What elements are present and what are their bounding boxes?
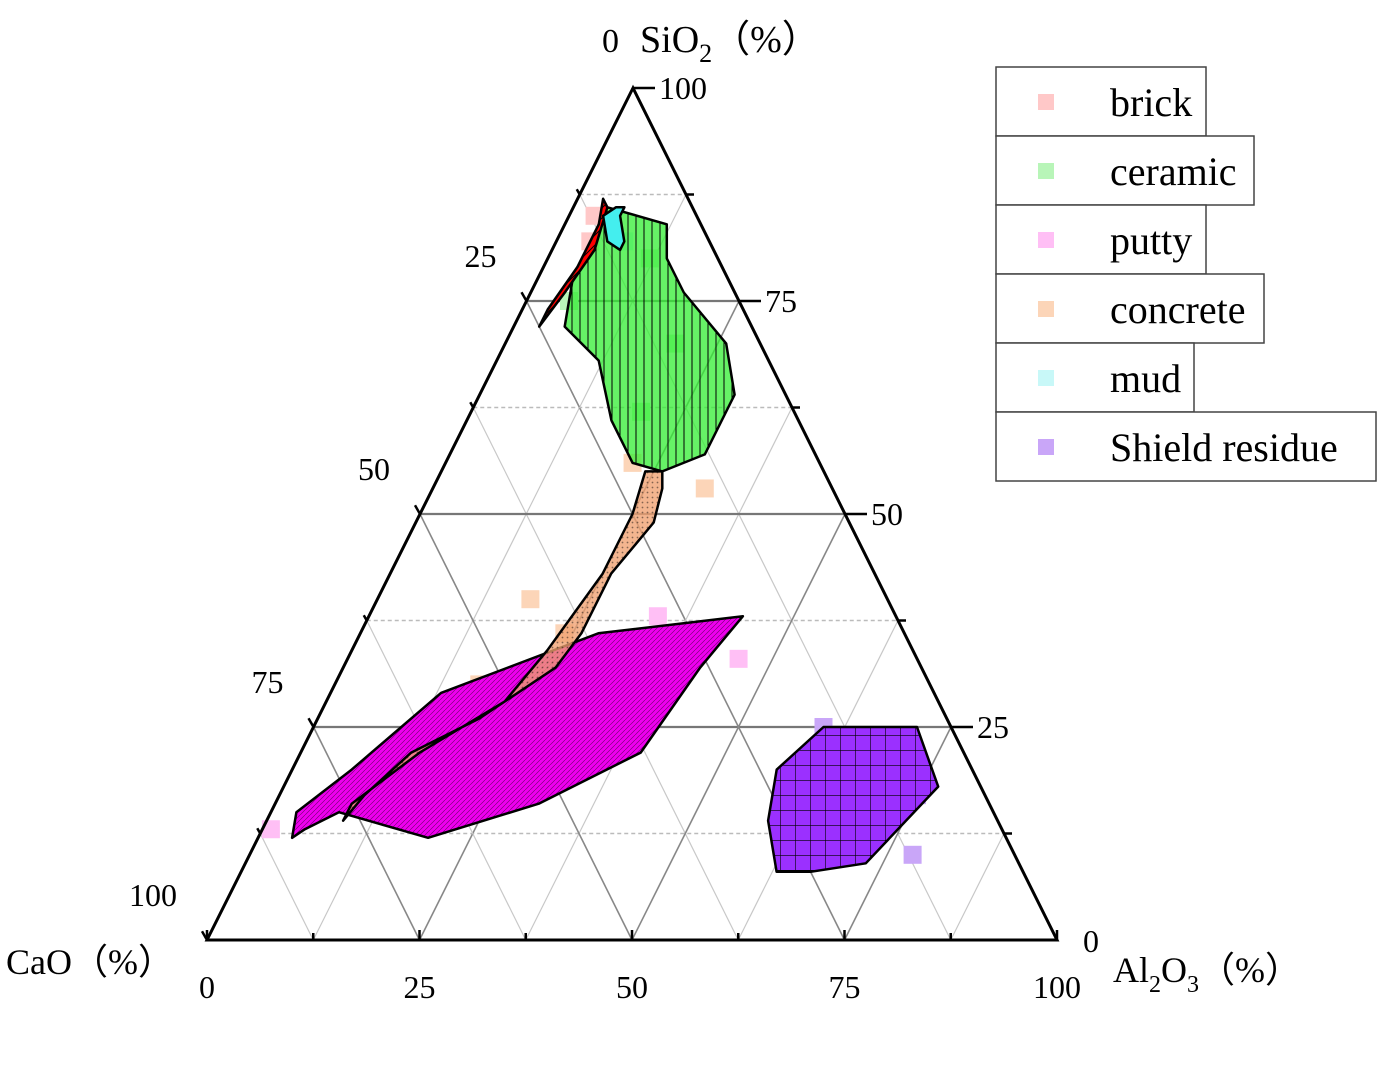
tick-label-bottom: 25 xyxy=(404,969,436,1005)
region-pattern-putty xyxy=(292,616,743,838)
grid-line-cao xyxy=(259,833,314,941)
right-axis-title: Al2O3（%） xyxy=(1113,950,1301,998)
data-marker xyxy=(729,649,748,668)
tick-label-right: 25 xyxy=(977,709,1009,745)
data-marker xyxy=(261,820,280,839)
legend-item-brick: brick xyxy=(995,66,1207,137)
legend-box xyxy=(995,204,1207,275)
legend-swatch xyxy=(1038,232,1054,248)
grid-line-al2o3 xyxy=(950,833,1005,941)
legend-swatch xyxy=(1038,94,1054,110)
legend-item-shield-residue: Shield residue xyxy=(995,411,1377,482)
tick-left xyxy=(362,614,368,622)
legend-label: concrete xyxy=(1110,287,1245,332)
tick-label-bottom: 75 xyxy=(829,969,861,1005)
tick-left xyxy=(575,188,581,196)
data-marker xyxy=(695,479,714,498)
region-outline-shield-residue xyxy=(766,725,940,874)
tick-label-left: 100 xyxy=(129,877,177,913)
region-outline-putty xyxy=(290,614,745,840)
legend-label: mud xyxy=(1110,356,1181,401)
legend-item-putty: putty xyxy=(995,204,1207,275)
region-outline-concrete xyxy=(341,470,664,822)
legend: brick ceramic putty concrete mud Shield resid… xyxy=(995,66,1377,482)
legend-box xyxy=(995,135,1255,206)
legend-item-mud: mud xyxy=(995,342,1195,413)
legend-swatch xyxy=(1038,370,1054,386)
legend-box xyxy=(995,411,1377,482)
top-axis-title: SiO2（%） xyxy=(640,19,820,68)
tick-left xyxy=(200,930,209,941)
legend-swatch xyxy=(1038,301,1054,317)
tick-label-bottom: 50 xyxy=(616,969,648,1005)
legend-label: brick xyxy=(1110,80,1192,125)
tick-label-bottom: 0 xyxy=(199,969,215,1005)
legend-swatch xyxy=(1038,439,1054,455)
grid-line-al2o3 xyxy=(631,513,846,941)
tick-label-right: 75 xyxy=(765,283,797,319)
legend-box xyxy=(995,342,1195,413)
tick-label-right: 50 xyxy=(871,496,903,532)
tick-label-right: 100 xyxy=(659,70,707,106)
regions xyxy=(290,197,940,874)
legend-label: putty xyxy=(1110,218,1192,263)
region-outline-mud xyxy=(601,206,626,252)
tick-label-left: 50 xyxy=(358,451,390,487)
tick-left xyxy=(256,827,262,835)
region-mud xyxy=(603,207,625,250)
grid-line-al2o3 xyxy=(843,726,952,941)
region-pattern-shield-residue xyxy=(768,727,939,872)
tick-left xyxy=(469,401,475,409)
data-marker xyxy=(903,845,922,864)
legend-item-ceramic: ceramic xyxy=(995,135,1255,206)
tick-left xyxy=(413,504,422,515)
data-marker xyxy=(648,607,667,626)
left-axis-title: CaO（%） xyxy=(6,942,174,982)
tick-left xyxy=(307,717,315,728)
legend-label: ceramic xyxy=(1110,149,1237,194)
legend-box xyxy=(995,66,1207,137)
region-pattern-ceramic xyxy=(564,207,735,472)
top-zero-label: 0 xyxy=(602,23,619,60)
legend-item-concrete: concrete xyxy=(995,273,1265,344)
legend-swatch xyxy=(1038,163,1054,179)
tick-label-bottom: 100 xyxy=(1033,969,1081,1005)
tick-label-left: 25 xyxy=(465,238,497,274)
tick-left xyxy=(520,291,528,302)
legend-label: Shield residue xyxy=(1110,425,1338,470)
grid-line-cao xyxy=(312,726,421,941)
right-zero-label: 0 xyxy=(1083,923,1099,959)
ticks: 0 25 50 75 100 25 50 75 100 25 50 75 100 xyxy=(129,70,1081,1005)
tick-label-left: 75 xyxy=(252,664,284,700)
data-marker xyxy=(521,590,540,609)
